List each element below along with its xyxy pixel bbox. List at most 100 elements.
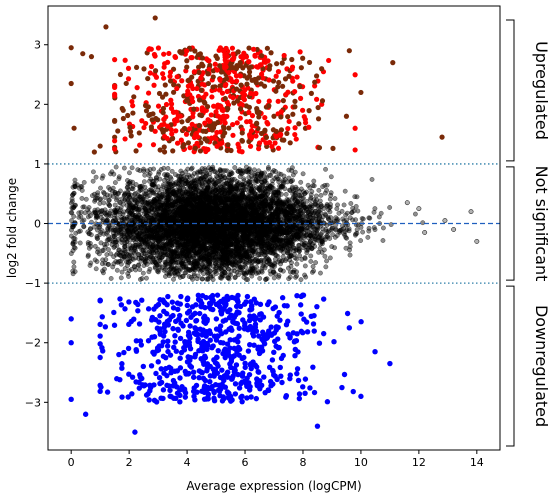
point-not-significant	[121, 216, 127, 221]
point-not-significant	[380, 238, 386, 243]
point-not-significant	[112, 202, 118, 208]
point-not-significant	[294, 273, 300, 279]
point-not-significant	[101, 231, 107, 237]
point-not-significant	[70, 192, 76, 198]
point-not-significant	[244, 184, 249, 190]
point-not-significant	[323, 264, 329, 270]
point-not-significant	[104, 252, 110, 257]
point-not-significant	[173, 172, 178, 177]
point-not-significant	[137, 168, 143, 174]
point-not-significant	[281, 227, 286, 233]
point-not-significant	[88, 232, 94, 238]
point-not-significant	[85, 254, 91, 259]
point-not-significant	[224, 168, 230, 174]
point-not-significant	[316, 187, 322, 193]
point-not-significant	[125, 263, 130, 268]
point-not-significant	[181, 173, 187, 179]
point-not-significant	[217, 275, 223, 281]
point-not-significant	[232, 275, 238, 281]
point-not-significant	[204, 276, 209, 282]
point-not-significant	[68, 251, 74, 256]
point-not-significant	[344, 217, 349, 223]
point-not-significant	[298, 179, 304, 185]
series-not-significant	[68, 164, 480, 283]
point-not-significant	[328, 192, 334, 198]
point-not-significant	[118, 275, 124, 281]
point-not-significant	[275, 176, 280, 182]
point-not-significant	[175, 183, 181, 189]
point-not-significant	[163, 274, 168, 279]
point-not-significant	[308, 259, 314, 264]
point-not-significant	[92, 257, 98, 263]
point-not-significant	[178, 245, 183, 250]
point-not-significant	[119, 269, 125, 275]
point-not-significant	[413, 211, 418, 217]
point-not-significant	[114, 267, 120, 273]
point-not-significant	[283, 191, 289, 197]
point-not-significant	[161, 165, 167, 171]
point-not-significant	[112, 180, 118, 185]
point-not-significant	[310, 269, 315, 275]
point-not-significant	[294, 261, 300, 267]
point-not-significant	[290, 178, 295, 183]
point-not-significant	[129, 266, 134, 272]
point-not-significant	[141, 179, 147, 185]
point-not-significant	[108, 213, 114, 219]
point-not-significant	[161, 267, 167, 273]
point-not-significant	[76, 214, 82, 220]
point-not-significant	[260, 182, 265, 188]
point-not-significant	[156, 171, 161, 177]
point-not-significant	[163, 173, 169, 179]
point-not-significant	[98, 185, 103, 191]
point-not-significant	[142, 172, 148, 178]
point-not-significant	[298, 237, 304, 242]
point-not-significant	[82, 210, 88, 216]
point-not-significant	[365, 234, 371, 240]
point-not-significant	[106, 197, 112, 203]
point-not-significant	[190, 276, 195, 282]
point-not-significant	[340, 223, 345, 229]
point-not-significant	[219, 256, 225, 262]
point-not-significant	[335, 202, 340, 208]
point-not-significant	[316, 209, 322, 215]
point-not-significant	[147, 266, 153, 272]
point-not-significant	[116, 176, 122, 182]
point-not-significant	[141, 166, 146, 172]
point-not-significant	[289, 260, 294, 266]
point-not-significant	[297, 253, 303, 259]
point-not-significant	[271, 275, 277, 281]
point-not-significant	[228, 169, 234, 175]
point-not-significant	[268, 173, 273, 179]
point-not-significant	[100, 173, 106, 179]
point-not-significant	[72, 177, 78, 183]
point-not-significant	[113, 164, 119, 170]
point-not-significant	[302, 263, 308, 269]
point-not-significant	[268, 271, 274, 277]
point-not-significant	[275, 189, 281, 195]
point-not-significant	[106, 247, 111, 253]
point-not-significant	[77, 240, 83, 246]
point-not-significant	[322, 190, 328, 196]
point-not-significant	[136, 262, 141, 268]
point-not-significant	[353, 204, 359, 209]
point-not-significant	[80, 204, 86, 210]
point-not-significant	[276, 274, 282, 280]
point-not-significant	[171, 276, 176, 282]
point-not-significant	[280, 178, 286, 184]
point-not-significant	[107, 193, 113, 199]
point-not-significant	[129, 252, 135, 258]
point-not-significant	[341, 202, 347, 208]
point-not-significant	[88, 260, 94, 266]
point-not-significant	[324, 187, 329, 193]
point-not-significant	[213, 258, 218, 264]
point-not-significant	[350, 217, 356, 223]
point-not-significant	[169, 168, 175, 174]
point-not-significant	[102, 195, 108, 200]
point-not-significant	[125, 208, 130, 214]
point-not-significant	[165, 166, 171, 171]
point-not-significant	[127, 170, 132, 176]
point-not-significant	[366, 215, 372, 221]
point-not-significant	[339, 208, 345, 214]
point-not-significant	[366, 228, 372, 234]
